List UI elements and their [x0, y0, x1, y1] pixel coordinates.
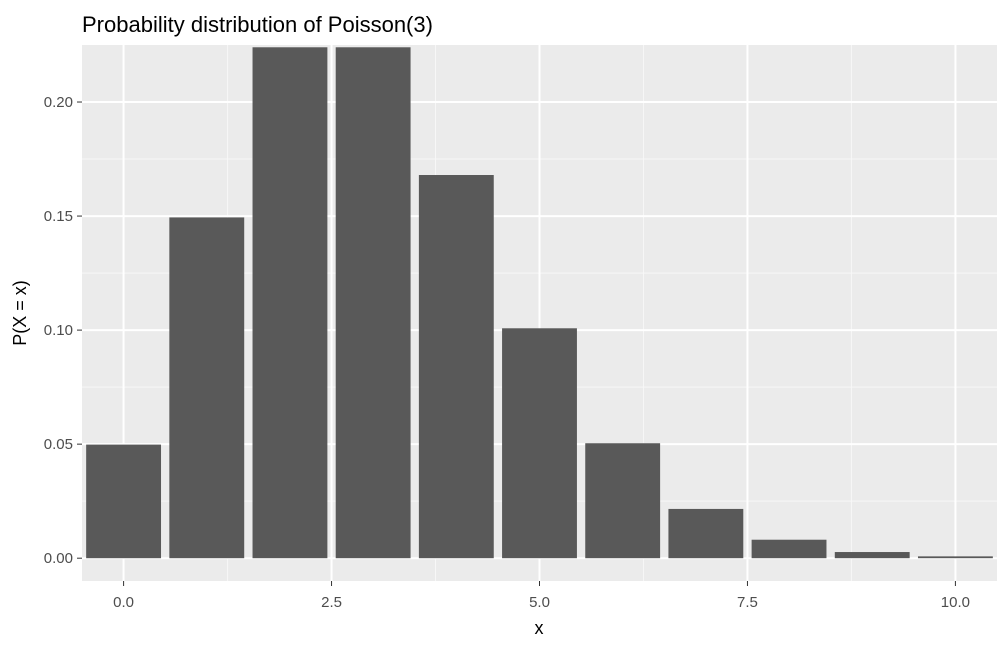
- y-axis: 0.00 0.05 0.10 0.15 0.20: [44, 94, 82, 567]
- bar: [668, 508, 744, 559]
- x-tick-label: 10.0: [941, 594, 970, 611]
- bar: [751, 539, 827, 559]
- y-tick-label: 0.00: [44, 550, 73, 567]
- y-axis-title: P(X = x): [10, 280, 30, 346]
- bar: [418, 175, 494, 559]
- bar: [169, 217, 245, 559]
- x-axis: 0.0 2.5 5.0 7.5 10.0: [113, 581, 970, 611]
- bar: [252, 47, 328, 559]
- x-tick-label: 5.0: [529, 594, 550, 611]
- bar: [585, 443, 661, 559]
- y-tick-label: 0.05: [44, 436, 73, 453]
- x-axis-title: x: [535, 618, 544, 638]
- bar: [917, 556, 993, 559]
- bar: [834, 552, 910, 559]
- x-tick-label: 0.0: [113, 594, 134, 611]
- bar: [502, 328, 577, 559]
- x-tick-label: 7.5: [737, 594, 758, 611]
- x-tick-label: 2.5: [321, 594, 342, 611]
- chart-title: Probability distribution of Poisson(3): [82, 12, 433, 37]
- bar: [86, 444, 162, 559]
- bar: [335, 47, 411, 559]
- bars: [86, 47, 993, 559]
- y-tick-label: 0.10: [44, 322, 73, 339]
- y-tick-label: 0.20: [44, 94, 73, 111]
- y-tick-label: 0.15: [44, 208, 73, 225]
